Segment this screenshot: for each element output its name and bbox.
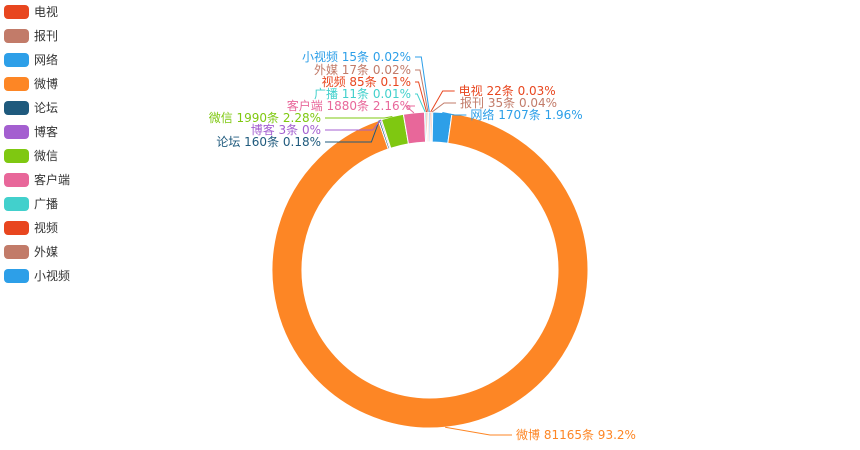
legend-label: 小视频 — [34, 269, 71, 283]
donut-slice[interactable] — [428, 111, 431, 143]
leader-line — [415, 93, 426, 113]
slice-label: 微信 1990条 2.28% — [209, 111, 321, 125]
legend-item[interactable]: 博客 — [4, 124, 94, 140]
legend-label: 外媒 — [34, 245, 59, 259]
leader-line — [325, 119, 382, 131]
legend-swatch — [4, 197, 29, 211]
legend-swatch — [4, 125, 29, 139]
legend-item[interactable]: 广播 — [4, 196, 94, 212]
slice-label: 微博 81165条 93.2% — [516, 427, 636, 442]
slice-label: 外媒 17条 0.02% — [314, 63, 411, 77]
legend-swatch — [4, 149, 29, 163]
legend-swatch — [4, 245, 29, 259]
legend-label: 博客 — [34, 125, 59, 139]
leader-line — [415, 69, 429, 113]
legend-item[interactable]: 小视频 — [4, 268, 94, 284]
slice-label: 网络 1707条 1.96% — [470, 107, 582, 122]
donut-slice[interactable] — [271, 112, 589, 429]
leader-line — [325, 116, 393, 119]
legend-label: 报刊 — [34, 29, 59, 43]
slice-label: 客户端 1880条 2.16% — [287, 98, 411, 113]
legend-label: 视频 — [34, 221, 59, 235]
label-leader-lines — [325, 56, 512, 436]
slice-label: 博客 3条 0% — [251, 122, 321, 137]
slice-label: 论坛 160条 0.18% — [216, 135, 321, 149]
slice-labels: 电视 22条 0.03%报刊 35条 0.04%网络 1707条 1.96% 微博… — [209, 49, 636, 442]
leader-line — [415, 56, 430, 113]
legend-label: 客户端 — [34, 173, 71, 187]
legend-swatch — [4, 29, 29, 43]
legend-item[interactable]: 微信 — [4, 148, 94, 164]
legend-swatch — [4, 77, 29, 91]
leader-line — [404, 105, 415, 114]
leader-line — [445, 426, 512, 436]
legend-item[interactable]: 客户端 — [4, 172, 94, 188]
legend-item[interactable]: 论坛 — [4, 100, 94, 116]
legend-swatch — [4, 221, 29, 235]
legend-label: 微博 — [34, 77, 59, 91]
legend-swatch — [4, 53, 29, 67]
leader-line — [430, 90, 455, 113]
legend-item[interactable]: 网络 — [4, 52, 94, 68]
legend-swatch — [4, 269, 29, 283]
legend-item[interactable]: 微博 — [4, 76, 94, 92]
leader-line — [431, 102, 457, 113]
slice-label: 电视 22条 0.03% — [459, 83, 556, 98]
legend-item[interactable]: 报刊 — [4, 28, 94, 44]
legend-label: 电视 — [34, 5, 59, 19]
slice-label: 视频 85条 0.1% — [322, 74, 411, 89]
leader-line — [442, 111, 467, 116]
legend-label: 微信 — [34, 149, 59, 163]
donut-slices — [271, 111, 589, 429]
slice-label: 报刊 35条 0.04% — [460, 95, 557, 110]
legend-label: 网络 — [34, 53, 59, 67]
legend-label: 论坛 — [34, 101, 59, 115]
legend-item[interactable]: 外媒 — [4, 244, 94, 260]
legend-label: 广播 — [34, 197, 59, 211]
legend-swatch — [4, 101, 29, 115]
legend-item[interactable]: 电视 — [4, 4, 94, 20]
legend-swatch — [4, 173, 29, 187]
slice-label: 广播 11条 0.01% — [314, 87, 411, 101]
slice-label: 小视频 15条 0.02% — [302, 49, 411, 64]
leader-line — [325, 120, 380, 143]
leader-line — [415, 81, 428, 113]
legend-swatch — [4, 5, 29, 19]
legend-item[interactable]: 视频 — [4, 220, 94, 236]
